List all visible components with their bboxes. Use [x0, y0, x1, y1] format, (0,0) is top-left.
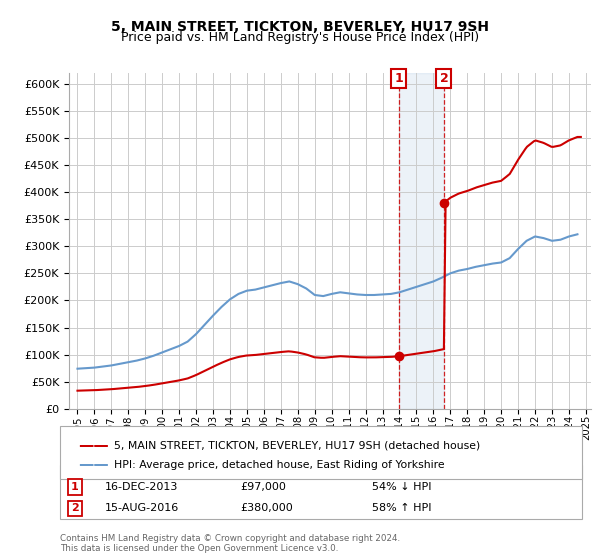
Text: 2: 2: [71, 503, 79, 514]
Text: Price paid vs. HM Land Registry's House Price Index (HPI): Price paid vs. HM Land Registry's House …: [121, 31, 479, 44]
Text: Contains HM Land Registry data © Crown copyright and database right 2024.
This d: Contains HM Land Registry data © Crown c…: [60, 534, 400, 553]
Bar: [399, 73, 444, 409]
Text: 2: 2: [440, 72, 448, 85]
Text: ——: ——: [78, 438, 109, 452]
Text: 5, MAIN STREET, TICKTON, BEVERLEY, HU17 9SH: 5, MAIN STREET, TICKTON, BEVERLEY, HU17 …: [111, 20, 489, 34]
Text: 58% ↑ HPI: 58% ↑ HPI: [372, 503, 431, 514]
Text: 1: 1: [394, 72, 403, 85]
Text: £380,000: £380,000: [240, 503, 293, 514]
Text: £97,000: £97,000: [240, 482, 286, 492]
Text: 16-DEC-2013: 16-DEC-2013: [105, 482, 178, 492]
Text: 54% ↓ HPI: 54% ↓ HPI: [372, 482, 431, 492]
Text: HPI: Average price, detached house, East Riding of Yorkshire: HPI: Average price, detached house, East…: [114, 460, 445, 470]
Text: 1: 1: [71, 482, 79, 492]
Text: 5, MAIN STREET, TICKTON, BEVERLEY, HU17 9SH (detached house): 5, MAIN STREET, TICKTON, BEVERLEY, HU17 …: [114, 440, 480, 450]
Text: ——: ——: [78, 458, 109, 472]
Text: 15-AUG-2016: 15-AUG-2016: [105, 503, 179, 514]
